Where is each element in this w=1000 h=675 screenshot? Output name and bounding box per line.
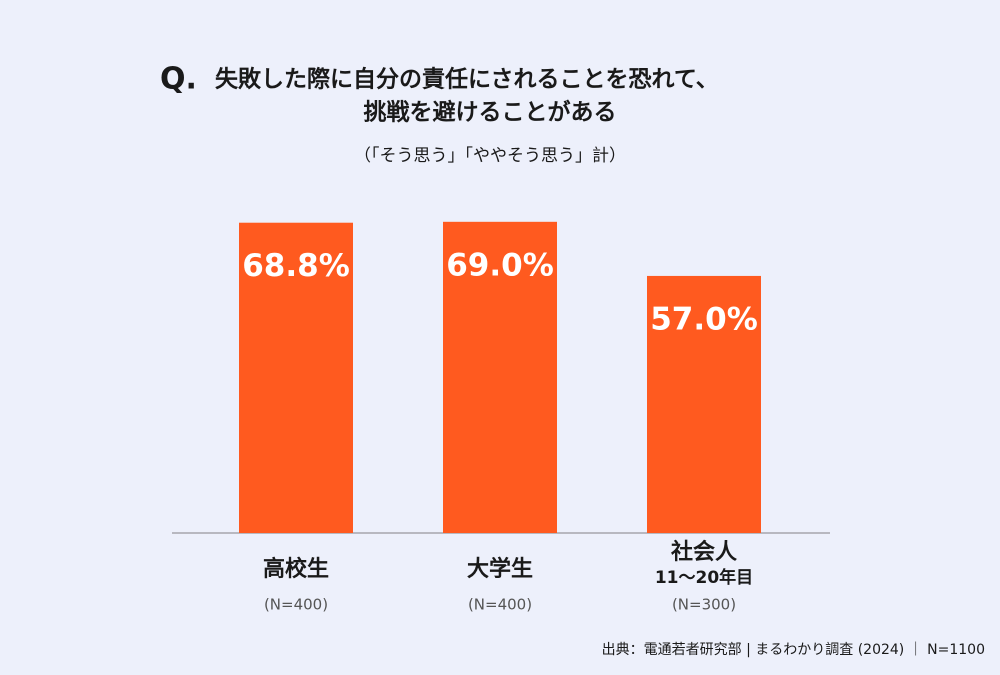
x-tick-label: 11〜20年目 (655, 567, 753, 588)
chart-title: 挑戦を避けることがある (364, 99, 617, 126)
bar (647, 275, 761, 533)
bar (239, 222, 353, 533)
x-tick-label: 社会人 (671, 539, 737, 565)
value-label: 57.0% (650, 301, 758, 337)
chart-subtitle: （「そう思う」「ややそう思う」計） (354, 146, 626, 166)
sample-size: (N=400) (468, 596, 532, 614)
x-tick-label: 大学生 (467, 556, 533, 582)
value-label: 68.8% (242, 248, 350, 284)
sample-size: (N=300) (672, 596, 736, 614)
question-mark: Q. (160, 62, 197, 97)
x-tick-label: 高校生 (263, 556, 329, 582)
chart-title: 失敗した際に自分の責任にされることを恐れて、 (215, 66, 719, 93)
bar (443, 221, 557, 533)
value-label: 69.0% (446, 247, 554, 283)
source-note: 出典：電通若者研究部 | まるわかり調査 (2024) ｜ N=1100 (602, 642, 985, 658)
sample-size: (N=400) (264, 596, 328, 614)
